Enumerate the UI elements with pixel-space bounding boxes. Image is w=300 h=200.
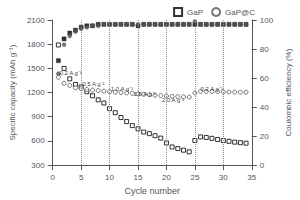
svg-text:5: 5 — [79, 173, 84, 182]
svg-text:40: 40 — [260, 103, 269, 112]
svg-text:1.5 A g⁻¹: 1.5 A g⁻¹ — [133, 91, 155, 97]
svg-text:10: 10 — [105, 173, 114, 182]
svg-text:1200: 1200 — [27, 88, 45, 97]
svg-text:2100: 2100 — [27, 16, 45, 25]
svg-text:25: 25 — [190, 173, 199, 182]
svg-text:2.0 A g⁻¹: 2.0 A g⁻¹ — [162, 97, 184, 103]
svg-text:100: 100 — [260, 16, 274, 25]
svg-text:Cycle number: Cycle number — [124, 186, 180, 196]
svg-text:600: 600 — [31, 136, 45, 145]
svg-text:15: 15 — [134, 173, 143, 182]
svg-text:0: 0 — [50, 173, 55, 182]
svg-text:60: 60 — [260, 74, 269, 83]
svg-text:0: 0 — [260, 161, 265, 170]
svg-text:1800: 1800 — [27, 40, 45, 49]
svg-text:300: 300 — [31, 161, 45, 170]
svg-text:1500: 1500 — [27, 64, 45, 73]
svg-text:20: 20 — [162, 173, 171, 182]
svg-text:30: 30 — [219, 173, 228, 182]
svg-text:GaP: GaP — [187, 8, 203, 17]
svg-text:Specific capacity (mAh g⁻¹): Specific capacity (mAh g⁻¹) — [8, 44, 17, 140]
svg-text:900: 900 — [31, 112, 45, 121]
svg-text:Coulombic efficiency (%): Coulombic efficiency (%) — [284, 48, 293, 136]
svg-text:0.5 A g⁻¹: 0.5 A g⁻¹ — [82, 81, 104, 87]
svg-text:0.2 A g⁻¹: 0.2 A g⁻¹ — [201, 86, 223, 92]
svg-text:1.0 A g⁻¹: 1.0 A g⁻¹ — [111, 86, 133, 92]
svg-text:GaP@C: GaP@C — [225, 8, 255, 17]
svg-text:0.2 A g⁻¹: 0.2 A g⁻¹ — [60, 70, 82, 76]
svg-text:80: 80 — [260, 45, 269, 54]
svg-text:35: 35 — [247, 173, 256, 182]
svg-text:20: 20 — [260, 132, 269, 141]
